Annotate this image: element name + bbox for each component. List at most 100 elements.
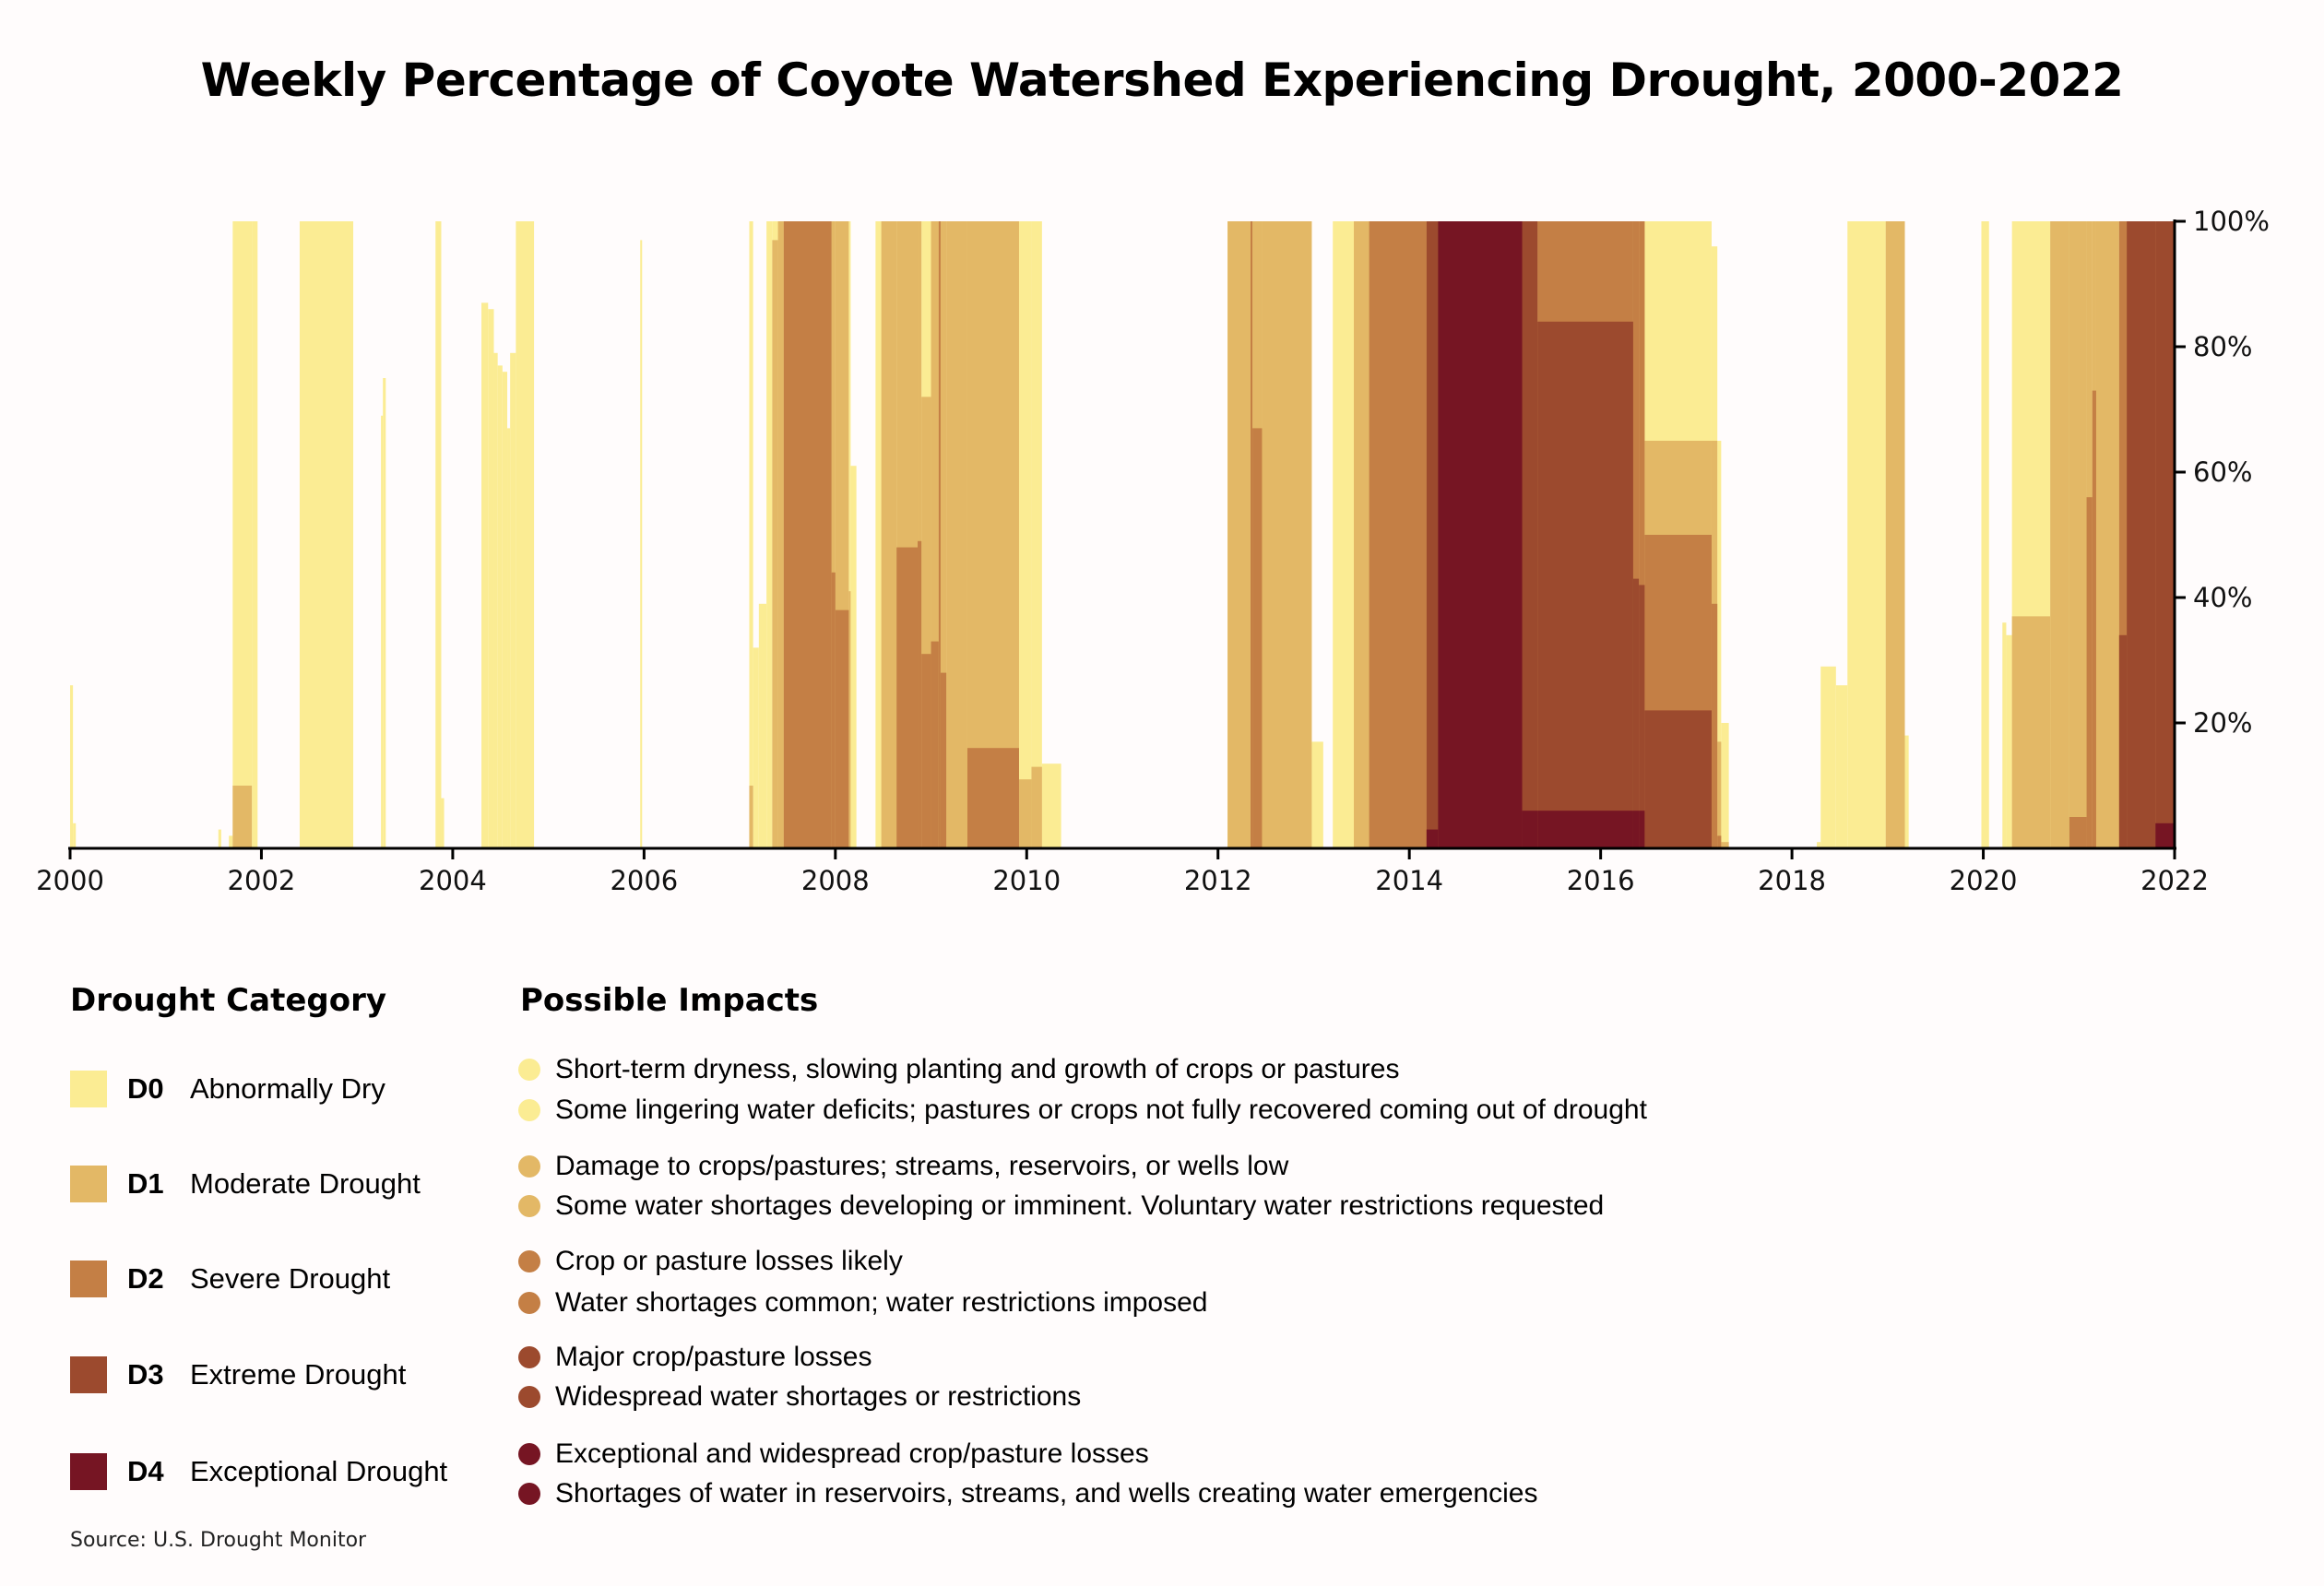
bar-d1	[772, 240, 778, 848]
bar-d4	[1632, 811, 1640, 848]
y-tick-label: 80%	[2193, 331, 2252, 362]
legend-label: Abnormally Dry	[190, 1072, 385, 1105]
x-tick-label: 2012	[1184, 865, 1252, 896]
bar-d2	[1250, 221, 1253, 848]
bar-d0	[1031, 221, 1042, 848]
legend-item-d2: D2 Severe Drought	[70, 1260, 390, 1298]
x-tick-label: 2020	[1950, 865, 2018, 896]
y-tick-label: 60%	[2193, 456, 2252, 488]
bullet-dot-icon	[518, 1292, 540, 1314]
bar-d1	[931, 221, 939, 848]
bar-d2	[831, 572, 836, 848]
bar-d0	[229, 835, 233, 848]
bar-d2	[1632, 221, 1640, 848]
d4-swatch	[70, 1453, 107, 1490]
bar-d2	[1711, 603, 1718, 848]
bar-d2	[918, 540, 922, 848]
bar-d3	[2118, 634, 2128, 848]
legend-code: D1	[127, 1167, 164, 1200]
bar-d0	[875, 221, 882, 848]
bar-d1	[831, 221, 836, 848]
bar-d0	[848, 221, 851, 848]
possible-impacts-title: Possible Impacts	[520, 982, 819, 1019]
bar-d0	[252, 221, 258, 848]
d2-swatch	[70, 1261, 107, 1297]
bar-d2	[931, 641, 939, 848]
impact-text: Major crop/pasture losses	[555, 1342, 872, 1372]
bar-d3	[1644, 710, 1712, 848]
bar-d0	[507, 428, 511, 848]
bar-d1	[1721, 842, 1729, 848]
impact-item: Crop or pasture losses likely	[518, 1243, 903, 1280]
bar-d0	[1721, 723, 1729, 848]
bar-d2	[1639, 221, 1645, 848]
bullet-dot-icon	[518, 1250, 540, 1272]
bar-d0	[1717, 441, 1722, 848]
legend-code: D4	[127, 1455, 164, 1487]
bar-d1	[2050, 221, 2069, 848]
bar-d2	[966, 748, 1019, 848]
bar-d0	[510, 352, 516, 848]
bar-d1	[1262, 221, 1312, 848]
impact-text: Crop or pasture losses likely	[555, 1246, 903, 1276]
bullet-dot-icon	[518, 1386, 540, 1408]
bullet-dot-icon	[518, 1443, 540, 1465]
bar-d0	[481, 302, 489, 848]
legend-code: D0	[127, 1072, 164, 1105]
x-tick-label: 2002	[228, 865, 296, 896]
bullet-dot-icon	[518, 1346, 540, 1368]
bar-d2	[2092, 390, 2096, 848]
bar-d2	[896, 547, 919, 848]
bullet-dot-icon	[518, 1155, 540, 1178]
bar-d0	[1847, 221, 1886, 848]
bar-d3	[1522, 221, 1538, 848]
impact-item: Widespread water shortages or restrictio…	[518, 1379, 1081, 1415]
chart-title: Weekly Percentage of Coyote Watershed Ex…	[200, 53, 2124, 107]
bar-d0	[1041, 763, 1061, 848]
drought-category-title: Drought Category	[70, 982, 387, 1019]
legend-label: Severe Drought	[190, 1262, 391, 1295]
y-tick-label: 40%	[2193, 582, 2252, 613]
legend-code: D2	[127, 1262, 164, 1295]
bar-d1	[777, 221, 784, 848]
bar-d1	[940, 221, 947, 848]
bar-d0	[381, 415, 384, 848]
impact-item: Short-term dryness, slowing planting and…	[518, 1051, 1399, 1088]
drought-chart: 2000 2002 2004 2006 2008 2010 2012 2014 2016 2018…	[36, 206, 2270, 896]
bar-d1	[1227, 221, 1251, 848]
bar-d0	[73, 823, 77, 848]
bar-d0	[218, 829, 221, 848]
bar-d1	[1018, 779, 1032, 848]
bar-d1	[749, 786, 753, 848]
x-tick-label: 2022	[2140, 865, 2209, 896]
impact-text: Some lingering water deficits; pastures …	[555, 1095, 1647, 1125]
impact-text: Shortages of water in reservoirs, stream…	[555, 1478, 1538, 1509]
impact-text: Exceptional and widespread crop/pasture …	[555, 1438, 1149, 1469]
bullet-dot-icon	[518, 1195, 540, 1217]
legend-item-d1: D1 Moderate Drought	[70, 1165, 421, 1203]
bar-d2	[2086, 497, 2093, 848]
bar-d0	[516, 221, 535, 848]
bar-d4	[1522, 811, 1538, 848]
x-tick-label: 2014	[1375, 865, 1443, 896]
bar-d3	[1632, 578, 1640, 848]
bar-d3	[2155, 221, 2175, 848]
bar-d1	[966, 221, 1019, 848]
bar-d2	[938, 221, 941, 848]
bar-d0	[383, 378, 386, 848]
bar-d0	[1904, 735, 1909, 848]
impact-text: Short-term dryness, slowing planting and…	[555, 1054, 1400, 1084]
y-tick-label: 20%	[2193, 707, 2252, 739]
bar-d1	[1031, 766, 1042, 848]
impact-item: Major crop/pasture losses	[518, 1339, 872, 1376]
bar-d2	[783, 221, 832, 848]
bar-d1	[1885, 221, 1905, 848]
bar-d2	[1717, 835, 1722, 848]
bar-d0	[2006, 634, 2012, 848]
bar-d4	[2155, 823, 2175, 848]
bar-d0	[766, 221, 773, 848]
bar-d0	[749, 221, 753, 848]
bar-d1	[881, 221, 897, 848]
impact-item: Exceptional and widespread crop/pasture …	[518, 1436, 1149, 1473]
bar-d2	[940, 672, 947, 848]
